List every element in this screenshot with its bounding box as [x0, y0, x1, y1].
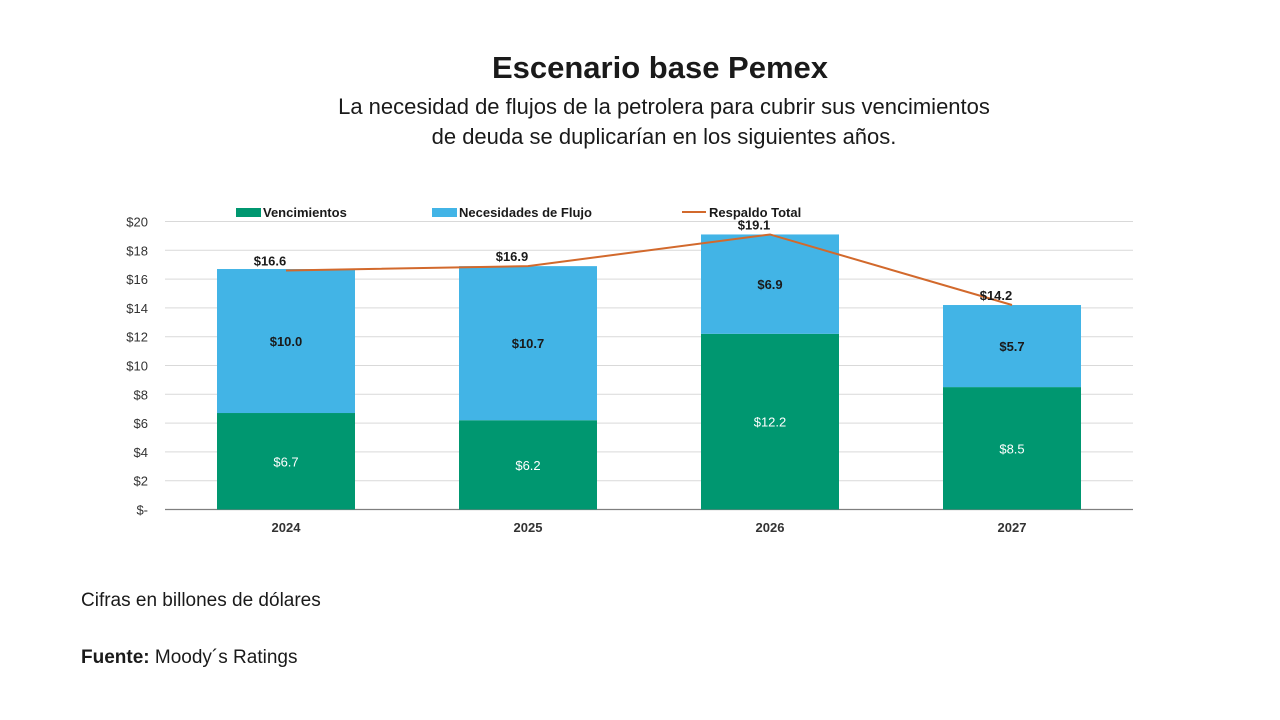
chart-subtitle: La necesidad de flujos de la petrolera p… [0, 92, 1280, 152]
bar-value-label: $6.7 [273, 454, 298, 469]
bar-necesidades [943, 305, 1081, 388]
y-tick-label: $20 [126, 215, 148, 230]
bar-value-label: $5.7 [999, 339, 1024, 354]
bar-value-label: $10.7 [512, 336, 545, 351]
line-respaldo-total [285, 233, 1013, 306]
y-tick-label: $12 [126, 330, 148, 345]
y-tick-label: $4 [134, 445, 148, 460]
bar-vencimientos [701, 333, 839, 510]
x-tick-label: 2027 [998, 520, 1027, 535]
x-tick-label: 2026 [756, 520, 785, 535]
y-tick-label: $14 [126, 301, 148, 316]
y-tick-label: $16 [126, 272, 148, 287]
line-value-label: $16.6 [254, 253, 287, 268]
legend-label-necesidades: Necesidades de Flujo [459, 205, 592, 220]
bar-vencimientos [217, 413, 355, 510]
legend-label-vencimientos: Vencimientos [263, 205, 347, 220]
bar-necesidades [217, 269, 355, 414]
subtitle-line-1: La necesidad de flujos de la petrolera p… [338, 94, 990, 119]
bar-value-label: $12.2 [754, 415, 787, 430]
y-tick-label: $18 [126, 243, 148, 258]
y-tick-label: $10 [126, 359, 148, 374]
y-tick-label: $8 [134, 387, 148, 402]
legend-swatch-vencimientos [236, 208, 261, 217]
bar-value-label: $8.5 [999, 441, 1024, 456]
units-note: Cifras en billones de dólares [81, 590, 321, 611]
legend-label-respaldo: Respaldo Total [709, 205, 801, 220]
chart-title: Escenario base Pemex [491, 50, 829, 85]
y-tick-label: $6 [134, 416, 148, 431]
bar-necesidades [459, 266, 597, 421]
bar-value-label: $10.0 [270, 334, 303, 349]
line-value-label: $14.2 [980, 288, 1013, 303]
y-tick-label: $- [136, 503, 148, 518]
bar-vencimientos [943, 387, 1081, 510]
bar-vencimientos [459, 420, 597, 510]
line-value-label: $16.9 [496, 249, 529, 264]
bar-value-label: $6.2 [515, 458, 540, 473]
bar-value-label: $6.9 [757, 277, 782, 292]
bar-necesidades [701, 234, 839, 334]
subtitle-line-2: de deuda se duplicarían en los siguiente… [431, 124, 897, 149]
line-value-label: $19.1 [738, 217, 771, 232]
legend-swatch-necesidades [432, 208, 457, 217]
source-text: Moody´s Ratings [154, 647, 298, 668]
source-line: Fuente: Moody´s Ratings [81, 647, 297, 669]
y-tick-label: $2 [134, 474, 148, 489]
source-label: Fuente: [81, 647, 150, 668]
x-tick-label: 2024 [272, 520, 302, 535]
x-tick-label: 2025 [514, 520, 543, 535]
